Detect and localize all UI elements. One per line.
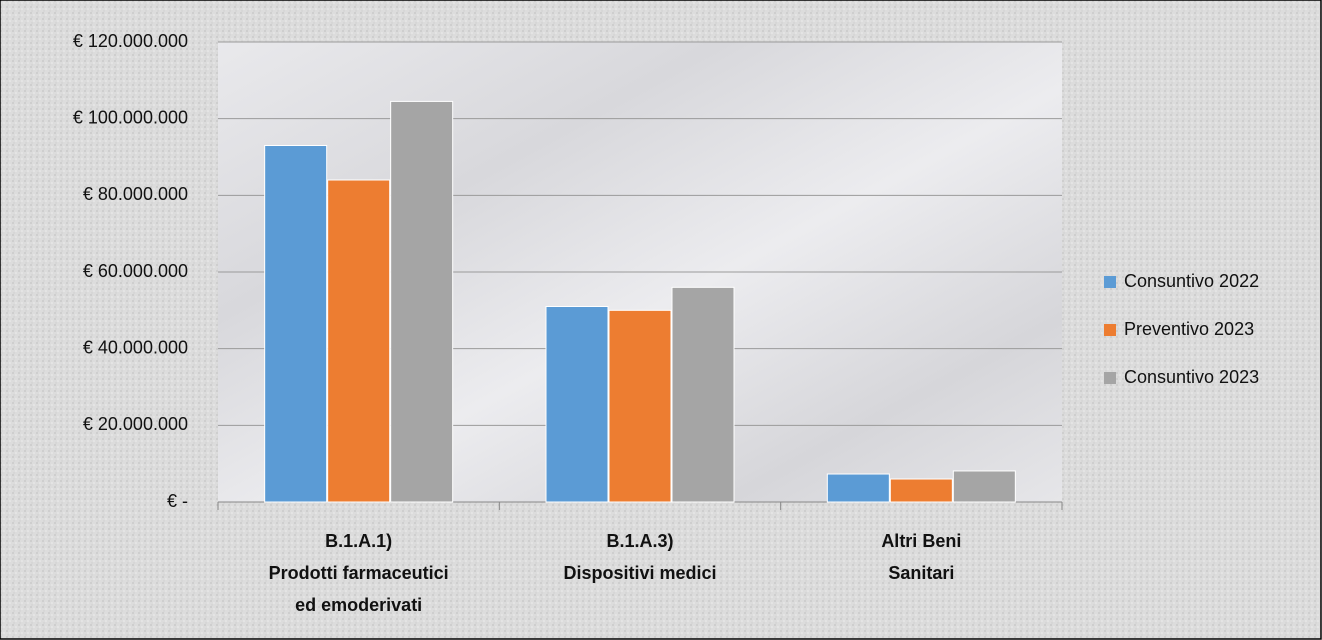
y-tick-label: € 80.000.000 (83, 184, 188, 204)
legend-label: Consuntivo 2023 (1124, 367, 1259, 387)
bar (327, 179, 391, 503)
bar (671, 286, 735, 503)
x-tick-label: B.1.A.3) (606, 531, 673, 551)
x-tick-label: Prodotti farmaceutici (269, 563, 449, 583)
y-tick-label: € 100.000.000 (73, 107, 188, 127)
bar (608, 309, 672, 503)
bar (952, 470, 1016, 503)
bar (390, 100, 454, 503)
bar (264, 145, 328, 503)
y-tick-label: € 40.000.000 (83, 337, 188, 357)
bar (545, 306, 609, 503)
x-tick-label: Sanitari (888, 563, 954, 583)
legend-swatch (1104, 324, 1116, 336)
y-tick-label: € 60.000.000 (83, 261, 188, 281)
x-tick-label: Dispositivi medici (563, 563, 716, 583)
y-tick-label: € - (167, 491, 188, 511)
y-tick-label: € 120.000.000 (73, 31, 188, 51)
x-tick-label: ed emoderivati (295, 595, 422, 615)
legend-label: Preventivo 2023 (1124, 319, 1254, 339)
bar (826, 473, 890, 503)
y-tick-label: € 20.000.000 (83, 414, 188, 434)
legend-swatch (1104, 276, 1116, 288)
x-tick-label: Altri Beni (881, 531, 961, 551)
bar (889, 478, 953, 503)
x-tick-label: B.1.A.1) (325, 531, 392, 551)
legend-swatch (1104, 372, 1116, 384)
legend-label: Consuntivo 2022 (1124, 271, 1259, 291)
